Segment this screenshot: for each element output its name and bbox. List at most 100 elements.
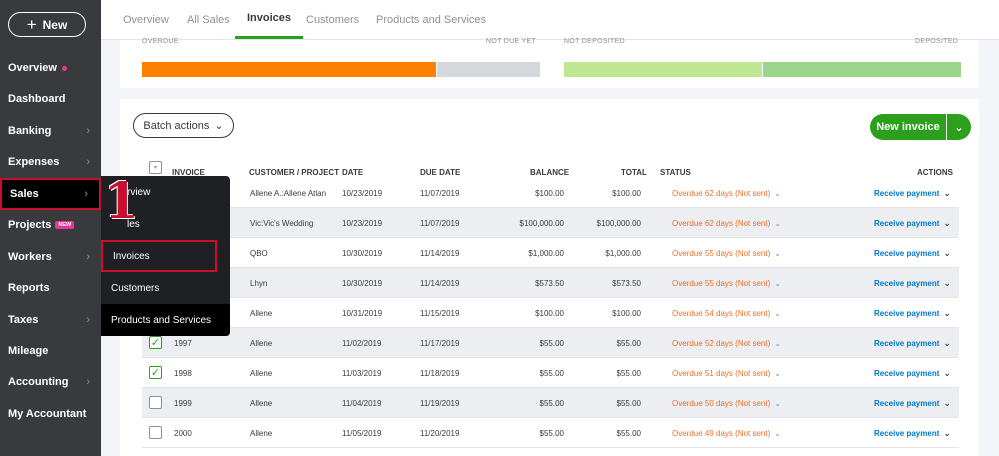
cell-balance: $100.00	[535, 188, 564, 198]
nav-item-reports[interactable]: Reports	[0, 274, 101, 302]
chevron-down-icon[interactable]: ⌄	[943, 247, 951, 258]
receive-payment-link[interactable]: Receive payment ⌄	[874, 268, 959, 298]
flyout-item-customers[interactable]: Customers	[101, 272, 230, 304]
nav-label: Workers	[8, 251, 52, 263]
new-badge: NEW	[55, 221, 75, 229]
col-invoice[interactable]: INVOICE	[172, 168, 205, 177]
receive-payment-link[interactable]: Receive payment ⌄	[874, 388, 959, 418]
chevron-down-icon[interactable]: ⌄	[946, 114, 971, 140]
cell-date: 11/03/2019	[342, 368, 382, 378]
receive-payment-link[interactable]: Receive payment ⌄	[874, 298, 959, 328]
nav-item-dashboard[interactable]: Dashboard	[0, 85, 101, 113]
table-row[interactable]: QBO 10/30/2019 11/14/2019 $1,000.00 $1,000.0…	[142, 238, 959, 268]
chevron-down-icon[interactable]: ⌄	[943, 217, 951, 228]
nav-item-banking[interactable]: Banking ›	[0, 117, 101, 145]
row-checkbox[interactable]: ✓	[149, 366, 162, 379]
nav-item-overview[interactable]: Overview	[0, 54, 101, 82]
cell-status[interactable]: Overdue 62 days (Not sent) ⌄	[672, 178, 852, 208]
chevron-down-icon[interactable]: ⌄	[943, 427, 951, 438]
chevron-down-icon[interactable]: ⌄	[943, 337, 951, 348]
chevron-down-icon: ⌄	[774, 398, 781, 408]
table-row[interactable]: Allene A.:Allene Atlan 10/23/2019 11/07/20…	[142, 178, 959, 208]
deposited-bar[interactable]	[763, 62, 961, 77]
receive-payment-link[interactable]: Receive payment ⌄	[874, 208, 959, 238]
flyout-item-overview[interactable]: rview	[101, 176, 230, 208]
nav-item-expenses[interactable]: Expenses ›	[0, 148, 101, 176]
col-date[interactable]: DATE	[342, 168, 364, 177]
row-checkbox[interactable]	[149, 426, 162, 439]
new-button-label: New	[42, 17, 68, 32]
tab-invoices[interactable]: Invoices	[235, 0, 304, 39]
step-number-annotation: 1	[104, 171, 139, 230]
tab-all-sales[interactable]: All Sales	[187, 14, 230, 26]
chevron-down-icon: ⌄	[774, 278, 781, 288]
flyout-label: Products and Services	[111, 314, 212, 326]
new-button[interactable]: + New	[8, 12, 86, 37]
nav-item-mileage[interactable]: Mileage	[0, 337, 101, 365]
cell-status[interactable]: Overdue 54 days (Not sent) ⌄	[672, 298, 852, 328]
cell-status[interactable]: Overdue 55 days (Not sent) ⌄	[672, 268, 852, 298]
row-checkbox[interactable]	[149, 396, 162, 409]
overdue-bar[interactable]	[142, 62, 436, 77]
cell-status[interactable]: Overdue 62 days (Not sent) ⌄	[672, 208, 852, 238]
chevron-down-icon[interactable]: ⌄	[943, 307, 951, 318]
receive-payment-link[interactable]: Receive payment ⌄	[874, 418, 959, 448]
nav-item-taxes[interactable]: Taxes ›	[0, 306, 101, 334]
table-row[interactable]: ✓ 1998 Allene 11/03/2019 11/18/2019 $55.00 $55…	[142, 358, 959, 388]
table-row[interactable]: Allene 10/31/2019 11/15/2019 $100.00 $100.00…	[142, 298, 959, 328]
select-all-checkbox[interactable]: ▾	[149, 161, 162, 174]
flyout-item-all-sales[interactable]: les	[101, 208, 230, 240]
cell-total: $55.00	[616, 428, 641, 438]
table-row[interactable]: ✓ 1997 Allene 11/02/2019 11/17/2019 $55.00 $55…	[142, 328, 959, 358]
cell-due: 11/19/2019	[420, 398, 460, 408]
chevron-down-icon: ⌄	[774, 338, 781, 348]
cell-status[interactable]: Overdue 52 days (Not sent) ⌄	[672, 328, 852, 358]
nav-item-sales[interactable]: Sales ›	[0, 178, 101, 210]
status-text: Overdue 55 days (Not sent)	[672, 278, 771, 288]
chevron-down-icon[interactable]: ⌄	[943, 367, 951, 378]
nav-item-my-accountant[interactable]: My Accountant	[0, 400, 101, 428]
tab-overview[interactable]: Overview	[123, 14, 169, 26]
cell-status[interactable]: Overdue 50 days (Not sent) ⌄	[672, 388, 852, 418]
nav-item-accounting[interactable]: Accounting ›	[0, 368, 101, 396]
cell-status[interactable]: Overdue 49 days (Not sent) ⌄	[672, 418, 852, 448]
col-due-date[interactable]: DUE DATE	[420, 168, 461, 177]
receive-payment-link[interactable]: Receive payment ⌄	[874, 238, 959, 268]
table-row[interactable]: Lhyn 10/30/2019 11/14/2019 $573.50 $573.50 Ov…	[142, 268, 959, 298]
flyout-item-invoices[interactable]: Invoices	[101, 240, 217, 272]
nav-item-projects[interactable]: Projects NEW	[0, 211, 101, 239]
col-customer[interactable]: CUSTOMER / PROJECT	[249, 168, 340, 177]
receive-payment-link[interactable]: Receive payment ⌄	[874, 178, 959, 208]
chevron-right-icon: ›	[84, 188, 88, 200]
not-due-bar[interactable]	[437, 62, 540, 77]
chevron-down-icon[interactable]: ⌄	[943, 397, 951, 408]
nav-item-workers[interactable]: Workers ›	[0, 243, 101, 271]
nav-label: Expenses	[8, 156, 60, 168]
chevron-right-icon: ›	[86, 376, 90, 388]
table-row[interactable]: 1999 Allene 11/04/2019 11/19/2019 $55.00 $55.…	[142, 388, 959, 418]
cell-date: 11/02/2019	[342, 338, 382, 348]
not-deposited-bar[interactable]	[564, 62, 762, 77]
table-row[interactable]: Vic:Vic's Wedding 10/23/2019 11/07/2019 $10…	[142, 208, 959, 238]
cell-customer: Allene	[250, 368, 273, 378]
cell-status[interactable]: Overdue 51 days (Not sent) ⌄	[672, 358, 852, 388]
row-checkbox[interactable]: ✓	[149, 336, 162, 349]
new-invoice-button[interactable]: New invoice ⌄	[870, 114, 971, 140]
cell-balance: $55.00	[539, 368, 564, 378]
receive-payment-link[interactable]: Receive payment ⌄	[874, 358, 959, 388]
cell-total: $100.00	[612, 308, 641, 318]
col-status[interactable]: STATUS	[660, 168, 691, 177]
col-balance[interactable]: BALANCE	[530, 168, 570, 177]
receive-payment-link[interactable]: Receive payment ⌄	[874, 328, 959, 358]
batch-actions-button[interactable]: Batch actions ⌄	[133, 113, 234, 138]
col-total[interactable]: TOTAL	[621, 168, 647, 177]
cell-status[interactable]: Overdue 55 days (Not sent) ⌄	[672, 238, 852, 268]
chevron-down-icon[interactable]: ⌄	[943, 187, 951, 198]
cell-total: $100.00	[612, 188, 641, 198]
table-row[interactable]: 2000 Allene 11/05/2019 11/20/2019 $55.00 $55.…	[142, 418, 959, 448]
tab-products-and-services[interactable]: Products and Services	[376, 14, 487, 26]
cell-due: 11/17/2019	[420, 338, 460, 348]
tab-customers[interactable]: Customers	[306, 14, 360, 26]
chevron-down-icon[interactable]: ⌄	[943, 277, 951, 288]
flyout-item-products-and-services[interactable]: Products and Services	[101, 304, 230, 336]
